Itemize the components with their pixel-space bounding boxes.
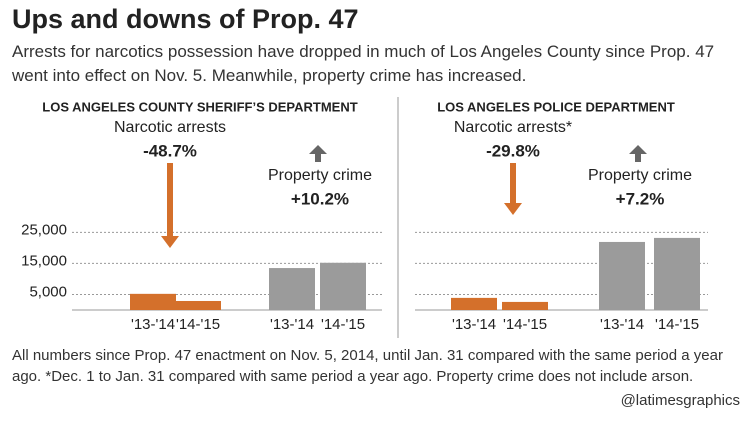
chart-title: LOS ANGELES COUNTY SHERIFF’S DEPARTMENT <box>42 99 357 114</box>
subtitle: Arrests for narcotics possession have dr… <box>12 42 715 85</box>
series-label: Narcotic arrests <box>114 119 226 136</box>
change-arrow <box>309 145 327 162</box>
x-tick-label: '13-'14 <box>452 316 496 333</box>
y-tick-label: 15,000 <box>21 252 67 269</box>
bar <box>654 237 700 310</box>
y-tick-label: 25,000 <box>21 221 67 238</box>
x-tick-label: '13-'14 <box>270 316 314 333</box>
bar <box>451 297 497 310</box>
x-tick-label: '14-'15 <box>176 316 220 333</box>
bar <box>269 268 315 310</box>
x-tick-label: '13-'14 <box>600 316 644 333</box>
bar <box>599 241 645 310</box>
bar <box>175 300 221 310</box>
series-label: Property crime <box>268 167 372 184</box>
x-tick-label: '14-'15 <box>655 316 699 333</box>
bar <box>502 301 548 310</box>
change-label: +10.2% <box>291 189 349 208</box>
change-arrow <box>161 163 179 248</box>
footnote: All numbers since Prop. 47 enactment on … <box>12 347 723 385</box>
series-label: Property crime <box>588 167 692 184</box>
change-arrow <box>504 163 522 215</box>
bar <box>320 262 366 310</box>
change-label: -29.8% <box>486 141 540 160</box>
change-arrow <box>629 145 647 162</box>
x-tick-label: '14-'15 <box>503 316 547 333</box>
chart-title: LOS ANGELES POLICE DEPARTMENT <box>437 99 675 114</box>
title: Ups and downs of Prop. 47 <box>12 4 359 34</box>
x-tick-label: '13-'14 <box>131 316 175 333</box>
bar <box>130 293 176 310</box>
x-tick-label: '14-'15 <box>321 316 365 333</box>
y-tick-label: 5,000 <box>29 283 67 300</box>
credit: @latimesgraphics <box>620 392 740 409</box>
change-label: +7.2% <box>616 189 665 208</box>
change-label: -48.7% <box>143 141 197 160</box>
series-label: Narcotic arrests* <box>454 119 572 136</box>
